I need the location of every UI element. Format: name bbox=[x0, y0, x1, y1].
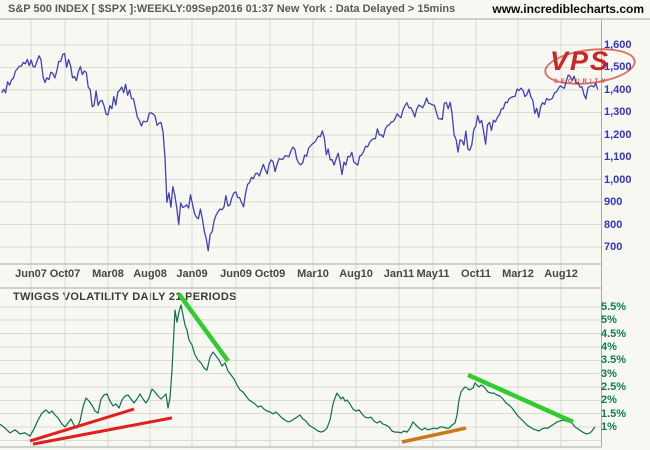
x-tick-label: Jan09 bbox=[176, 268, 208, 280]
vol-tick-label: 1% bbox=[601, 421, 617, 433]
x-tick-label: Aug08 bbox=[133, 268, 167, 280]
vol-tick-label: 4.5% bbox=[601, 327, 627, 340]
price-tick-label: 800 bbox=[604, 218, 623, 231]
indicator-title: TWIGGS VOLATILITY DAILY 21 PERIODS bbox=[13, 291, 237, 303]
x-tick-label: Oct11 bbox=[461, 268, 491, 280]
price-tick-label: 900 bbox=[604, 196, 623, 209]
price-tick-label: 700 bbox=[604, 240, 623, 253]
x-tick-label: Mar12 bbox=[502, 268, 534, 280]
vps-watermark: VPS SECURITY bbox=[542, 43, 646, 90]
x-tick-label: Aug12 bbox=[544, 268, 578, 280]
vol-tick-label: 3% bbox=[601, 367, 617, 380]
vol-tick-label: 1.5% bbox=[601, 407, 627, 420]
x-tick-label: Jun07 bbox=[15, 268, 47, 280]
x-tick-label: Mar08 bbox=[92, 268, 124, 280]
x-tick-label: Oct09 bbox=[254, 268, 286, 280]
vol-tick-label: 5% bbox=[601, 314, 617, 327]
price-tick-label: 1,000 bbox=[604, 173, 632, 186]
vol-tick-label: 3.5% bbox=[601, 354, 627, 367]
vol-tick-label: 4% bbox=[601, 340, 617, 353]
price-chart-plot-area[interactable] bbox=[0, 19, 601, 264]
price-tick-label: 1,300 bbox=[604, 106, 632, 119]
x-tick-label: May11 bbox=[416, 268, 450, 280]
x-tick-label: Oct07 bbox=[49, 268, 81, 280]
x-tick-label: Aug10 bbox=[339, 268, 373, 280]
x-tick-label: Jun09 bbox=[220, 268, 252, 280]
vps-logo-subtext: SECURITY bbox=[554, 79, 609, 85]
price-tick-label: 1,100 bbox=[604, 151, 632, 164]
vol-tick-label: 5.5% bbox=[601, 300, 627, 313]
vps-logo-text: VPS bbox=[550, 46, 611, 76]
x-tick-label: Jan11 bbox=[383, 268, 415, 280]
vol-tick-label: 2% bbox=[601, 394, 617, 407]
volatility-chart-plot-area[interactable] bbox=[0, 288, 601, 447]
x-tick-label: Mar10 bbox=[297, 268, 329, 280]
price-tick-label: 1,200 bbox=[604, 128, 632, 141]
website-link[interactable]: www.incrediblecharts.com bbox=[492, 2, 644, 16]
chart-header-title: S&P 500 INDEX [ $SPX ]:WEEKLY:09Sep2016 … bbox=[8, 3, 456, 15]
vol-tick-label: 2.5% bbox=[601, 380, 627, 393]
